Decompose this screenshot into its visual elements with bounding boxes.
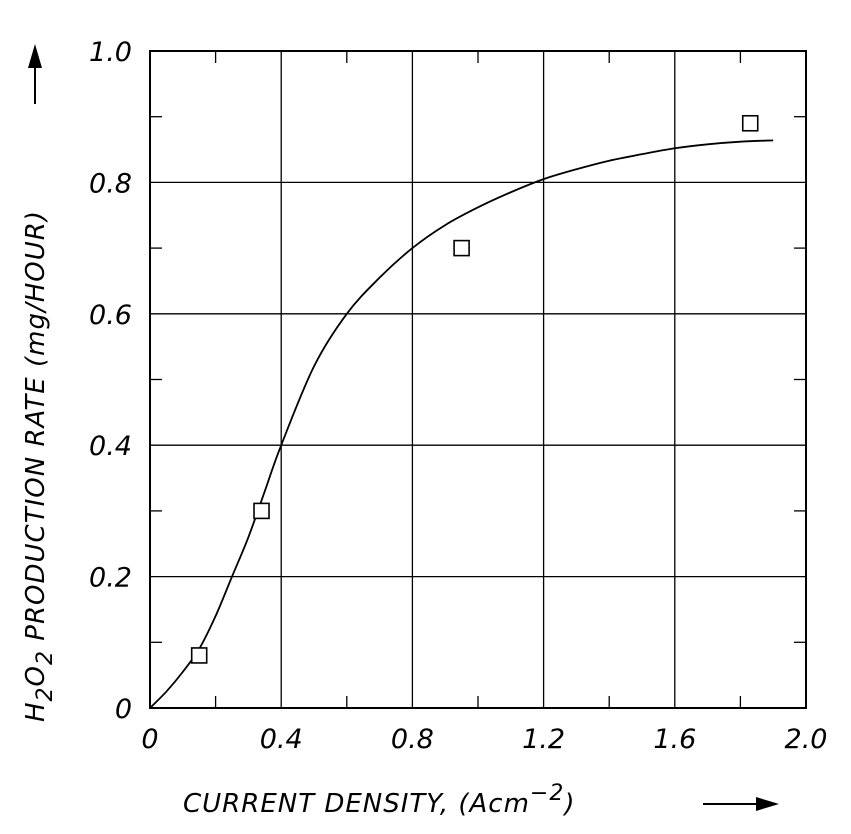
y-tick-label: 0.8 bbox=[89, 168, 132, 199]
data-point-square bbox=[453, 239, 470, 257]
y-tick-labels: 0 0.2 0.4 0.6 0.8 1.0 bbox=[89, 37, 132, 725]
y-tick-label: 0.2 bbox=[89, 563, 132, 594]
minor-ticks bbox=[150, 51, 806, 708]
x-axis-title-group: CURRENT DENSITY, (Acm−2) bbox=[183, 781, 779, 819]
x-tick-label: 0 bbox=[141, 724, 158, 755]
y-tick-label: 0.6 bbox=[89, 300, 132, 331]
x-axis-arrow-icon bbox=[703, 797, 779, 811]
y-axis-arrow-icon bbox=[28, 44, 42, 104]
y-axis-title-group: H2O2 PRODUCTION RATE (mg/HOUR) bbox=[21, 44, 58, 722]
x-axis-title: CURRENT DENSITY, (Acm−2) bbox=[183, 781, 576, 819]
data-point-square bbox=[190, 647, 208, 664]
data-point-square bbox=[253, 502, 270, 520]
y-tick-label: 0.4 bbox=[89, 431, 132, 462]
x-tick-label: 0.4 bbox=[260, 724, 303, 755]
y-axis-title: H2O2 PRODUCTION RATE (mg/HOUR) bbox=[21, 210, 58, 722]
y-tick-label: 1.0 bbox=[89, 37, 132, 68]
x-tick-labels: 0 0.4 0.8 1.2 1.6 2.0 bbox=[141, 724, 827, 755]
y-tick-label: 0 bbox=[115, 694, 132, 725]
data-point-square bbox=[741, 114, 759, 132]
data-markers bbox=[190, 114, 759, 664]
fit-curve bbox=[149, 139, 774, 709]
x-tick-label: 1.2 bbox=[522, 724, 565, 755]
x-tick-label: 0.8 bbox=[391, 724, 434, 755]
plot-frame bbox=[149, 50, 807, 709]
grid bbox=[150, 51, 806, 708]
x-tick-label: 2.0 bbox=[785, 724, 828, 755]
x-tick-label: 1.6 bbox=[653, 724, 696, 755]
